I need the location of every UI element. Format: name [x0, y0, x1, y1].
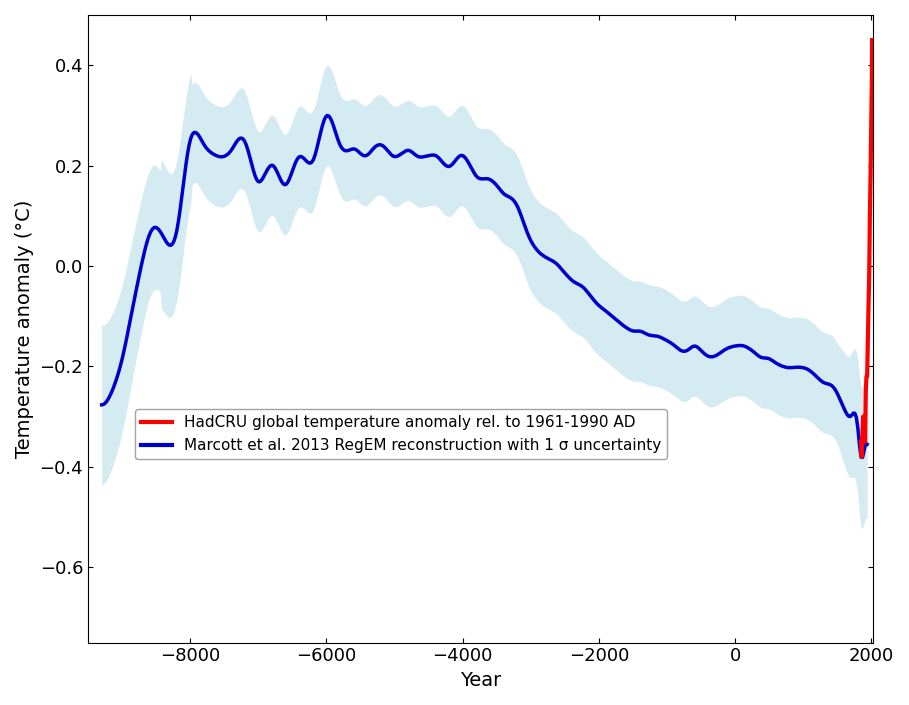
- Legend: HadCRU global temperature anomaly rel. to 1961-1990 AD, Marcott et al. 2013 RegE: HadCRU global temperature anomaly rel. t…: [135, 410, 667, 459]
- Y-axis label: Temperature anomaly (°C): Temperature anomaly (°C): [15, 200, 34, 458]
- X-axis label: Year: Year: [460, 671, 501, 690]
